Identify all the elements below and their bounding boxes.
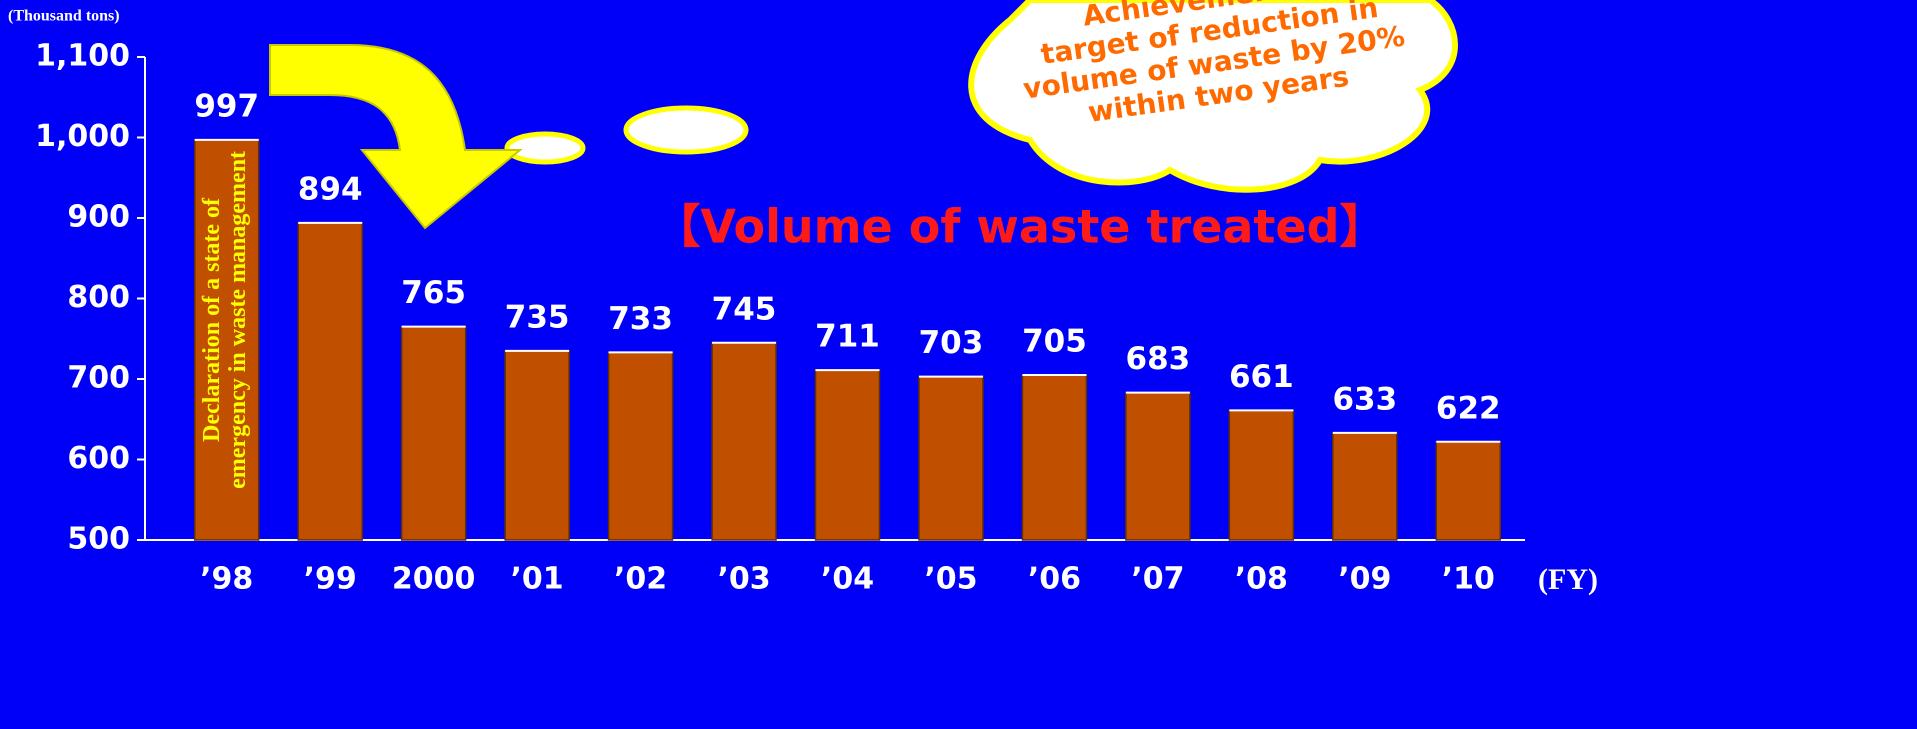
x-tick-label: ’09: [1338, 562, 1391, 597]
x-tick-label: ’03: [717, 562, 770, 597]
bar: [1436, 442, 1500, 540]
x-tick-label: ’99: [304, 562, 357, 597]
value-label: 622: [1436, 390, 1501, 426]
x-tick-label: ’07: [1131, 562, 1184, 597]
y-tick-label: 500: [67, 522, 130, 557]
y-tick-label: 900: [67, 200, 130, 235]
annotation-line: emergency in waste management: [225, 151, 251, 489]
bar: [816, 370, 880, 540]
background: [0, 0, 1917, 729]
value-label: 711: [815, 319, 880, 355]
bar: [1229, 410, 1293, 540]
bar: [1126, 393, 1190, 540]
bar: [298, 223, 362, 540]
bar: [505, 351, 569, 540]
x-axis-label: (FY): [1538, 563, 1598, 596]
x-tick-label: ’04: [821, 562, 874, 597]
x-tick-label: ’05: [924, 562, 977, 597]
value-label: 683: [1126, 341, 1191, 377]
value-label: 661: [1229, 359, 1294, 395]
x-tick-label: 2000: [392, 562, 476, 597]
bar: [402, 327, 466, 540]
value-label: 705: [1022, 323, 1087, 359]
y-tick-label: 800: [67, 280, 130, 315]
x-tick-label: ’02: [614, 562, 667, 597]
chart-title: 【Volume of waste treated】: [654, 200, 1385, 254]
x-tick-label: ’01: [511, 562, 564, 597]
y-tick-label: 1,000: [35, 119, 130, 154]
value-label: 997: [194, 88, 259, 124]
y-tick-label: 600: [67, 441, 130, 476]
value-label: 765: [401, 275, 466, 311]
x-tick-label: ’10: [1442, 562, 1495, 597]
value-label: 894: [298, 171, 363, 207]
bar: [919, 377, 983, 540]
value-label: 745: [712, 291, 777, 327]
x-tick-label: ’08: [1235, 562, 1288, 597]
value-label: 735: [505, 299, 570, 335]
y-axis-label: (Thousand tons): [8, 8, 120, 25]
annotation-line: Declaration of a state of: [199, 197, 225, 442]
value-label: 703: [919, 325, 984, 361]
value-label: 733: [608, 301, 673, 337]
bar: [712, 343, 776, 540]
chart: Achievement of target of reduction in vo…: [0, 0, 1917, 729]
bar: [1022, 375, 1086, 540]
x-tick-label: ’06: [1028, 562, 1081, 597]
bar: [609, 352, 673, 540]
y-tick-label: 1,100: [35, 39, 130, 74]
bar: [1333, 433, 1397, 540]
y-tick-label: 700: [67, 361, 130, 396]
x-tick-label: ’98: [200, 562, 253, 597]
value-label: 633: [1332, 381, 1397, 417]
